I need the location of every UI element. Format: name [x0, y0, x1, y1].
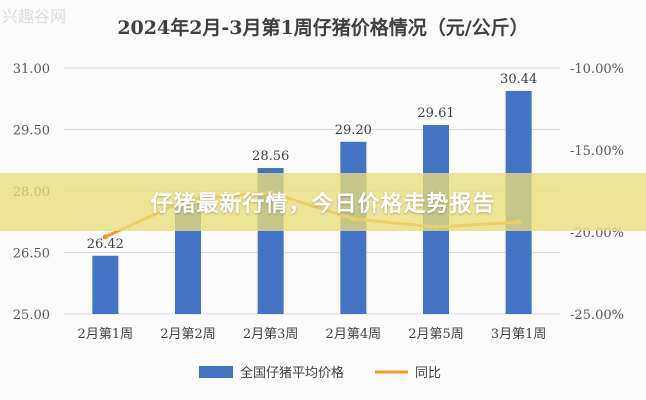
- y-left-tick-label: 31.00: [13, 62, 50, 77]
- bar-value-label: 29.20: [335, 123, 372, 138]
- y-right-tick-label: -15.00%: [570, 144, 624, 159]
- bar-value-label: 28.56: [252, 149, 289, 164]
- x-tick-label: 2月第2周: [160, 327, 216, 342]
- watermark-logo: 兴趣谷网: [2, 7, 66, 26]
- x-tick-label: 2月第4周: [326, 327, 382, 342]
- x-tick-label: 2月第5周: [408, 327, 464, 342]
- x-tick-label: 3月第1周: [491, 327, 547, 342]
- headline-banner: 仔猪最新行情，今日价格走势报告: [0, 173, 646, 231]
- legend-bar-label: 全国仔猪平均价格: [240, 365, 344, 381]
- y-right-tick-label: -25.00%: [570, 308, 624, 323]
- legend-bar-swatch: [199, 366, 233, 378]
- y-right-tick-label: -10.00%: [570, 62, 624, 77]
- bar-value-label: 30.44: [500, 72, 537, 87]
- bar-value-label: 29.61: [417, 106, 454, 121]
- yoy-point: [102, 234, 108, 240]
- chart-title: 2024年2月-3月第1周仔猪价格情况（元/公斤）: [117, 16, 528, 39]
- headline-text: 仔猪最新行情，今日价格走势报告: [150, 192, 496, 217]
- x-tick-label: 2月第1周: [78, 327, 134, 342]
- y-left-tick-label: 29.50: [13, 124, 50, 139]
- bar-value-label: 26.42: [87, 237, 124, 252]
- x-tick-label: 2月第3周: [243, 327, 299, 342]
- legend-line-label: 同比: [415, 366, 441, 381]
- y-left-tick-label: 25.00: [13, 308, 50, 323]
- price-bar: [92, 255, 119, 314]
- watermark-text: 兴趣谷网: [2, 7, 66, 26]
- y-left-tick-label: 26.50: [13, 247, 50, 262]
